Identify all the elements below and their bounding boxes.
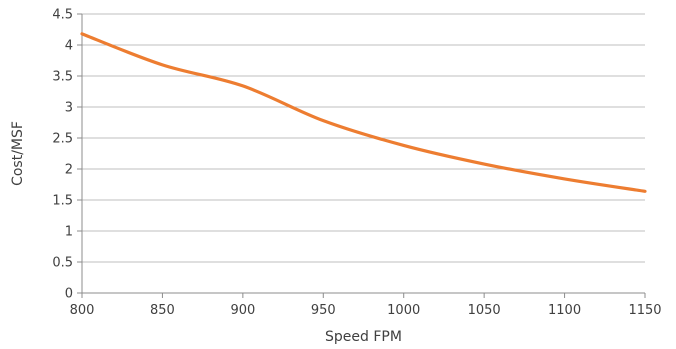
x-axis-title: Speed FPM xyxy=(325,329,402,345)
x-tick-label: 900 xyxy=(230,303,255,318)
axes xyxy=(81,14,645,294)
y-tick-label: 2 xyxy=(65,163,73,178)
y-tick-label: 2.5 xyxy=(52,132,73,147)
x-axis-ticks: 800 850 900 950 1000 1050 1100 1150 xyxy=(70,293,662,318)
x-tick-label: 1100 xyxy=(548,303,581,318)
y-tick-label: 4 xyxy=(65,39,73,54)
y-tick-label: 0.5 xyxy=(52,256,73,271)
x-tick-label: 1050 xyxy=(468,303,501,318)
y-tick-label: 3.5 xyxy=(52,70,73,85)
y-tick-label: 1 xyxy=(65,225,73,240)
gridlines xyxy=(82,13,645,263)
y-tick-label: 4.5 xyxy=(52,8,73,23)
series-group xyxy=(80,32,647,193)
x-tick-label: 1000 xyxy=(387,303,420,318)
series-line xyxy=(80,32,647,193)
y-tick-label: 1.5 xyxy=(52,194,73,209)
y-tick-label: 0 xyxy=(65,287,73,302)
y-axis-ticks: 0 0.5 1 1.5 2 2.5 3 3.5 4 4.5 xyxy=(52,8,82,302)
y-tick-label: 3 xyxy=(65,101,73,116)
x-tick-label: 800 xyxy=(70,303,95,318)
y-axis-title: Cost/MSF xyxy=(10,121,26,186)
x-tick-label: 850 xyxy=(150,303,175,318)
x-tick-label: 1150 xyxy=(628,303,661,318)
x-tick-label: 950 xyxy=(311,303,336,318)
